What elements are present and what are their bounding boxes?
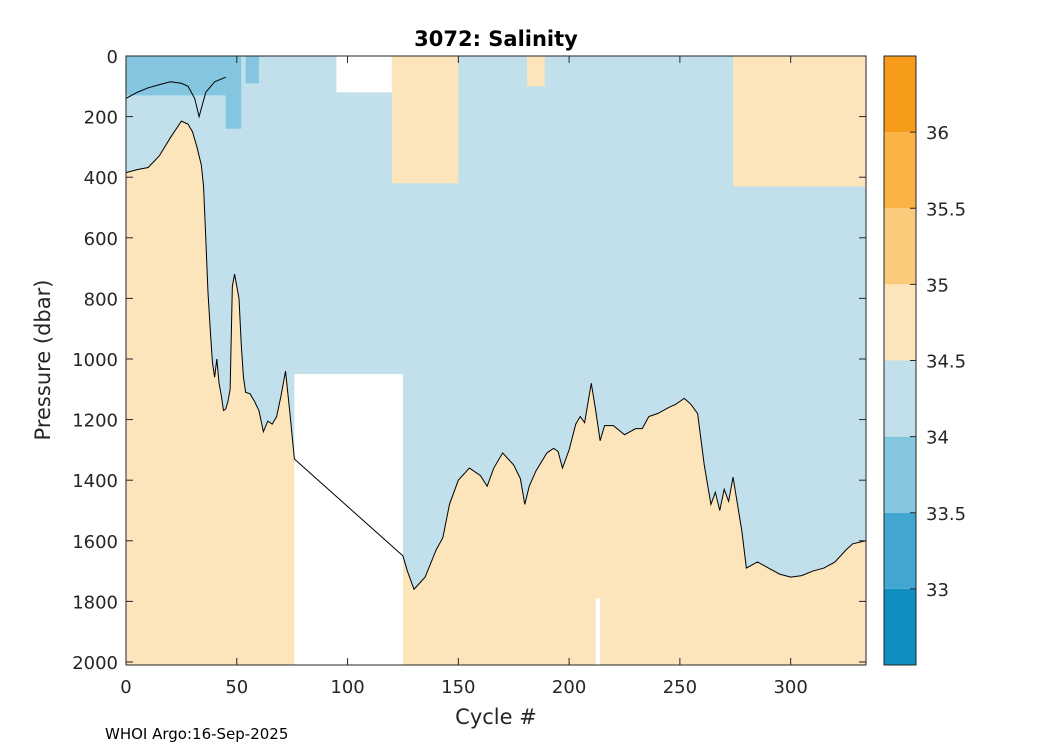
colorbar-tick-label: 33 bbox=[926, 580, 949, 601]
colorbar-tick-label: 33.5 bbox=[926, 504, 966, 525]
colorbar-swatch bbox=[884, 436, 916, 513]
missing-data-region bbox=[294, 374, 403, 665]
plot-frame bbox=[125, 55, 867, 666]
field-33.5-34-patch bbox=[225, 56, 242, 129]
y-tick-label: 800 bbox=[84, 289, 118, 310]
colorbar-swatch bbox=[884, 132, 916, 209]
colorbar-swatch bbox=[884, 56, 916, 133]
x-axis-label: Cycle # bbox=[455, 705, 537, 729]
colorbar-swatch bbox=[884, 588, 916, 665]
colorbar-swatch bbox=[884, 208, 916, 285]
plot-area bbox=[126, 56, 866, 665]
x-axis-ticks: 0 50 100 150 200 250 300 bbox=[120, 56, 808, 698]
x-tick-label: 250 bbox=[663, 677, 697, 698]
colorbar-tick-label: 36 bbox=[926, 123, 949, 144]
y-axis-ticks: 0 200 400 600 800 1000 1200 1400 1600 1800 2000 bbox=[72, 47, 866, 674]
chart-title: 3072: Salinity bbox=[414, 27, 578, 51]
y-tick-label: 2000 bbox=[72, 653, 118, 674]
y-tick-label: 1400 bbox=[72, 471, 118, 492]
field-34.5-35-surface-patch bbox=[527, 56, 545, 87]
y-tick-label: 1200 bbox=[72, 411, 118, 432]
missing-data-region bbox=[336, 56, 392, 93]
y-axis-label: Pressure (dbar) bbox=[31, 280, 55, 441]
contour-line bbox=[126, 76, 226, 119]
colorbar-tick-label: 35.5 bbox=[926, 199, 966, 220]
x-tick-label: 100 bbox=[330, 677, 364, 698]
x-tick-label: 50 bbox=[225, 677, 248, 698]
colorbar-tick-label: 34.5 bbox=[926, 352, 966, 373]
y-tick-label: 1800 bbox=[72, 592, 118, 613]
y-tick-label: 1600 bbox=[72, 532, 118, 553]
footer-credit: WHOI Argo:16-Sep-2025 bbox=[105, 725, 289, 743]
y-tick-label: 400 bbox=[84, 168, 118, 189]
colorbar-ticks: 33 33.5 34 34.5 35 35.5 36 bbox=[910, 123, 966, 601]
field-34.5-35-surface-patch bbox=[733, 56, 866, 187]
colorbar-tick-label: 35 bbox=[926, 275, 949, 296]
contour-lines bbox=[126, 76, 866, 591]
colorbar-swatch bbox=[884, 512, 916, 589]
colorbar-tick-label: 34 bbox=[926, 428, 949, 449]
x-tick-label: 200 bbox=[552, 677, 586, 698]
x-tick-label: 150 bbox=[441, 677, 475, 698]
y-tick-label: 1000 bbox=[72, 350, 118, 371]
contour-line bbox=[126, 120, 866, 591]
missing-data-region bbox=[595, 598, 601, 665]
x-tick-label: 0 bbox=[120, 677, 131, 698]
colorbar-swatch bbox=[884, 284, 916, 361]
y-tick-label: 0 bbox=[107, 47, 118, 68]
field-33.5-34-patch bbox=[126, 56, 226, 96]
colorbar-swatch bbox=[884, 360, 916, 437]
field-34.5-35-surface-patch bbox=[391, 56, 459, 184]
y-tick-label: 200 bbox=[84, 108, 118, 129]
y-tick-label: 600 bbox=[84, 229, 118, 250]
x-tick-label: 300 bbox=[773, 677, 807, 698]
field-33.5-34-patch bbox=[245, 56, 259, 84]
